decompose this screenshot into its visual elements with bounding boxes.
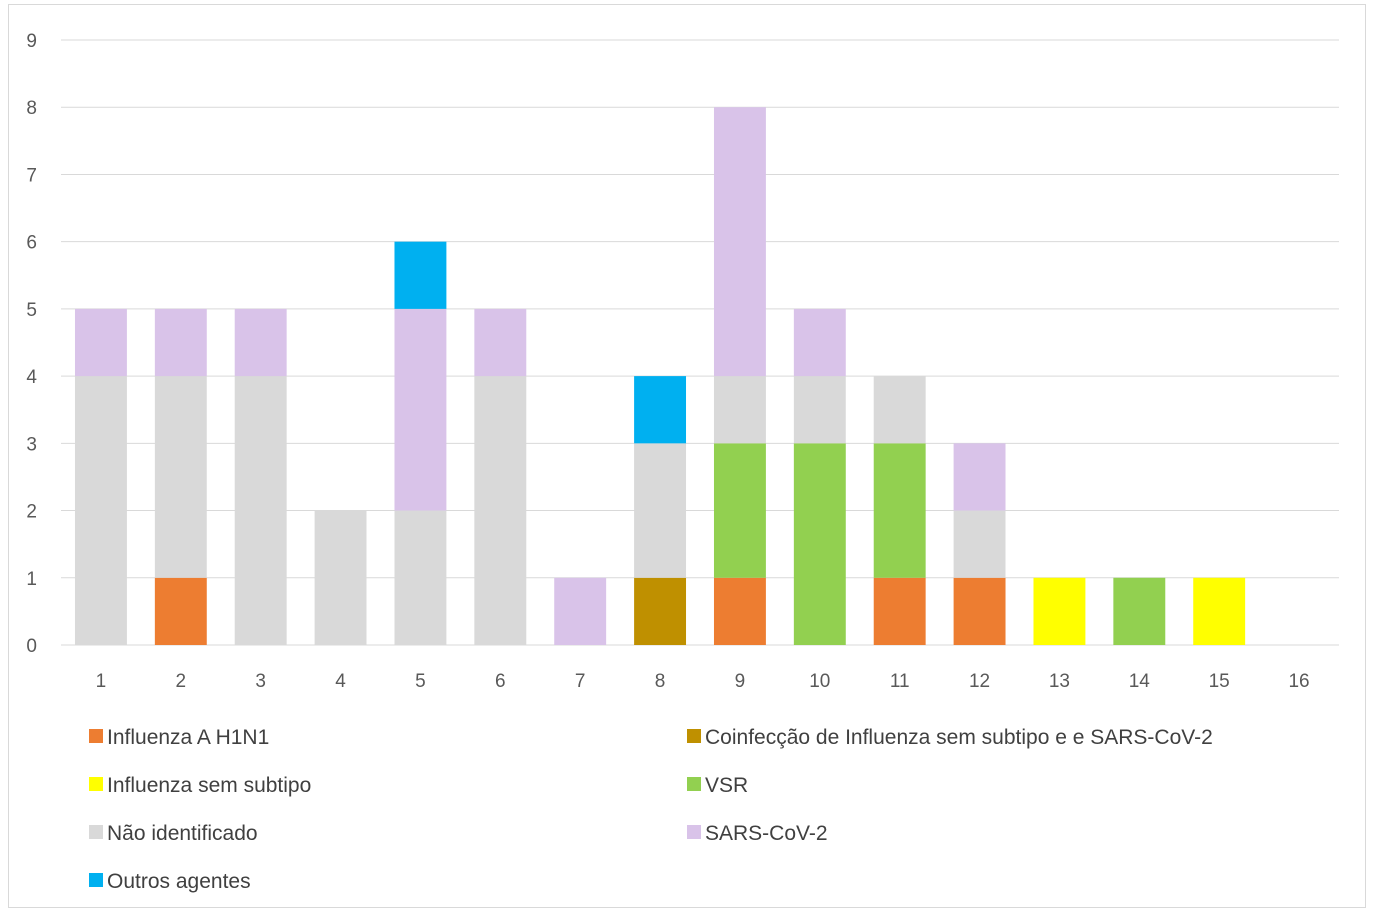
bar-segment <box>474 376 527 645</box>
legend-label: Coinfecção de Influenza sem subtipo e e … <box>705 726 1213 749</box>
legend-swatch <box>89 777 103 791</box>
y-tick-label: 6 <box>26 233 37 254</box>
bar-segment <box>234 308 287 377</box>
x-tick-label: 11 <box>890 671 910 692</box>
legend-swatch <box>89 873 103 887</box>
bar-segment <box>1033 577 1086 645</box>
legend-label: SARS-CoV-2 <box>705 822 828 845</box>
x-tick-label: 10 <box>809 671 830 692</box>
bar-segment <box>554 577 607 645</box>
bars <box>74 107 1246 645</box>
legend-swatch <box>687 777 701 791</box>
bar-segment <box>474 308 527 377</box>
x-tick-label: 4 <box>335 671 346 692</box>
y-tick-label: 5 <box>26 300 37 321</box>
x-tick-label: 12 <box>969 671 990 692</box>
x-tick-label: 2 <box>176 671 187 692</box>
y-tick-label: 7 <box>26 165 37 186</box>
bar-segment <box>1113 577 1166 645</box>
y-tick-label: 8 <box>26 98 37 119</box>
x-tick-label: 15 <box>1209 671 1230 692</box>
bar-segment <box>394 308 447 511</box>
bar-segment <box>953 443 1006 511</box>
bar-segment <box>793 308 846 377</box>
bar-segment <box>713 107 766 377</box>
x-tick-label: 8 <box>655 671 666 692</box>
bar-segment <box>713 443 766 578</box>
legend-swatch <box>89 825 103 839</box>
y-tick-label: 4 <box>26 367 37 388</box>
y-tick-label: 3 <box>26 434 37 455</box>
bar-segment <box>713 376 766 444</box>
legend-label: Influenza sem subtipo <box>107 774 311 797</box>
x-tick-label: 9 <box>735 671 746 692</box>
bar-segment <box>154 577 207 645</box>
x-tick-label: 6 <box>495 671 506 692</box>
x-tick-label: 13 <box>1049 671 1070 692</box>
legend-label: Outros agentes <box>107 870 251 893</box>
legend-swatch <box>89 729 103 743</box>
x-tick-label: 16 <box>1288 671 1309 692</box>
bar-segment <box>793 443 846 645</box>
bar-segment <box>74 308 127 377</box>
x-tick-label: 1 <box>96 671 107 692</box>
legend-label: Influenza A H1N1 <box>107 726 269 749</box>
bar-segment <box>634 376 687 444</box>
x-tick-label: 7 <box>575 671 586 692</box>
bar-segment <box>634 443 687 578</box>
bar-segment <box>74 376 127 645</box>
bar-segment <box>713 577 766 645</box>
legend-swatch <box>687 825 701 839</box>
legend: Influenza A H1N1 Coinfecção de Influenza … <box>89 726 1213 893</box>
bar-segment <box>394 241 447 309</box>
x-tick-label: 14 <box>1129 671 1151 692</box>
legend-label: VSR <box>705 774 748 797</box>
x-tick-label: 3 <box>255 671 266 692</box>
bar-segment <box>873 376 926 444</box>
bar-segment <box>234 376 287 645</box>
bar-segment <box>953 577 1006 645</box>
bar-segment <box>953 510 1006 578</box>
bar-segment <box>394 510 447 645</box>
y-tick-label: 9 <box>26 31 37 52</box>
legend-label: Não identificado <box>107 822 258 845</box>
x-tick-label: 5 <box>415 671 426 692</box>
chart-frame: 0 1 2 3 4 5 6 7 8 9 1 2 3 4 5 6 7 8 9 10 11 12 13 14 15 16 Influe… <box>8 4 1366 908</box>
bar-segment <box>873 443 926 578</box>
bar-segment <box>154 376 207 578</box>
bar-segment <box>873 577 926 645</box>
legend-swatch <box>687 729 701 743</box>
bar-segment <box>154 308 207 377</box>
bar-segment <box>793 376 846 444</box>
y-tick-label: 0 <box>26 636 37 657</box>
y-tick-label: 2 <box>26 502 37 523</box>
y-tick-label: 1 <box>26 569 37 590</box>
bar-segment <box>634 577 687 645</box>
bar-segment <box>314 510 367 645</box>
bar-segment <box>1193 577 1246 645</box>
